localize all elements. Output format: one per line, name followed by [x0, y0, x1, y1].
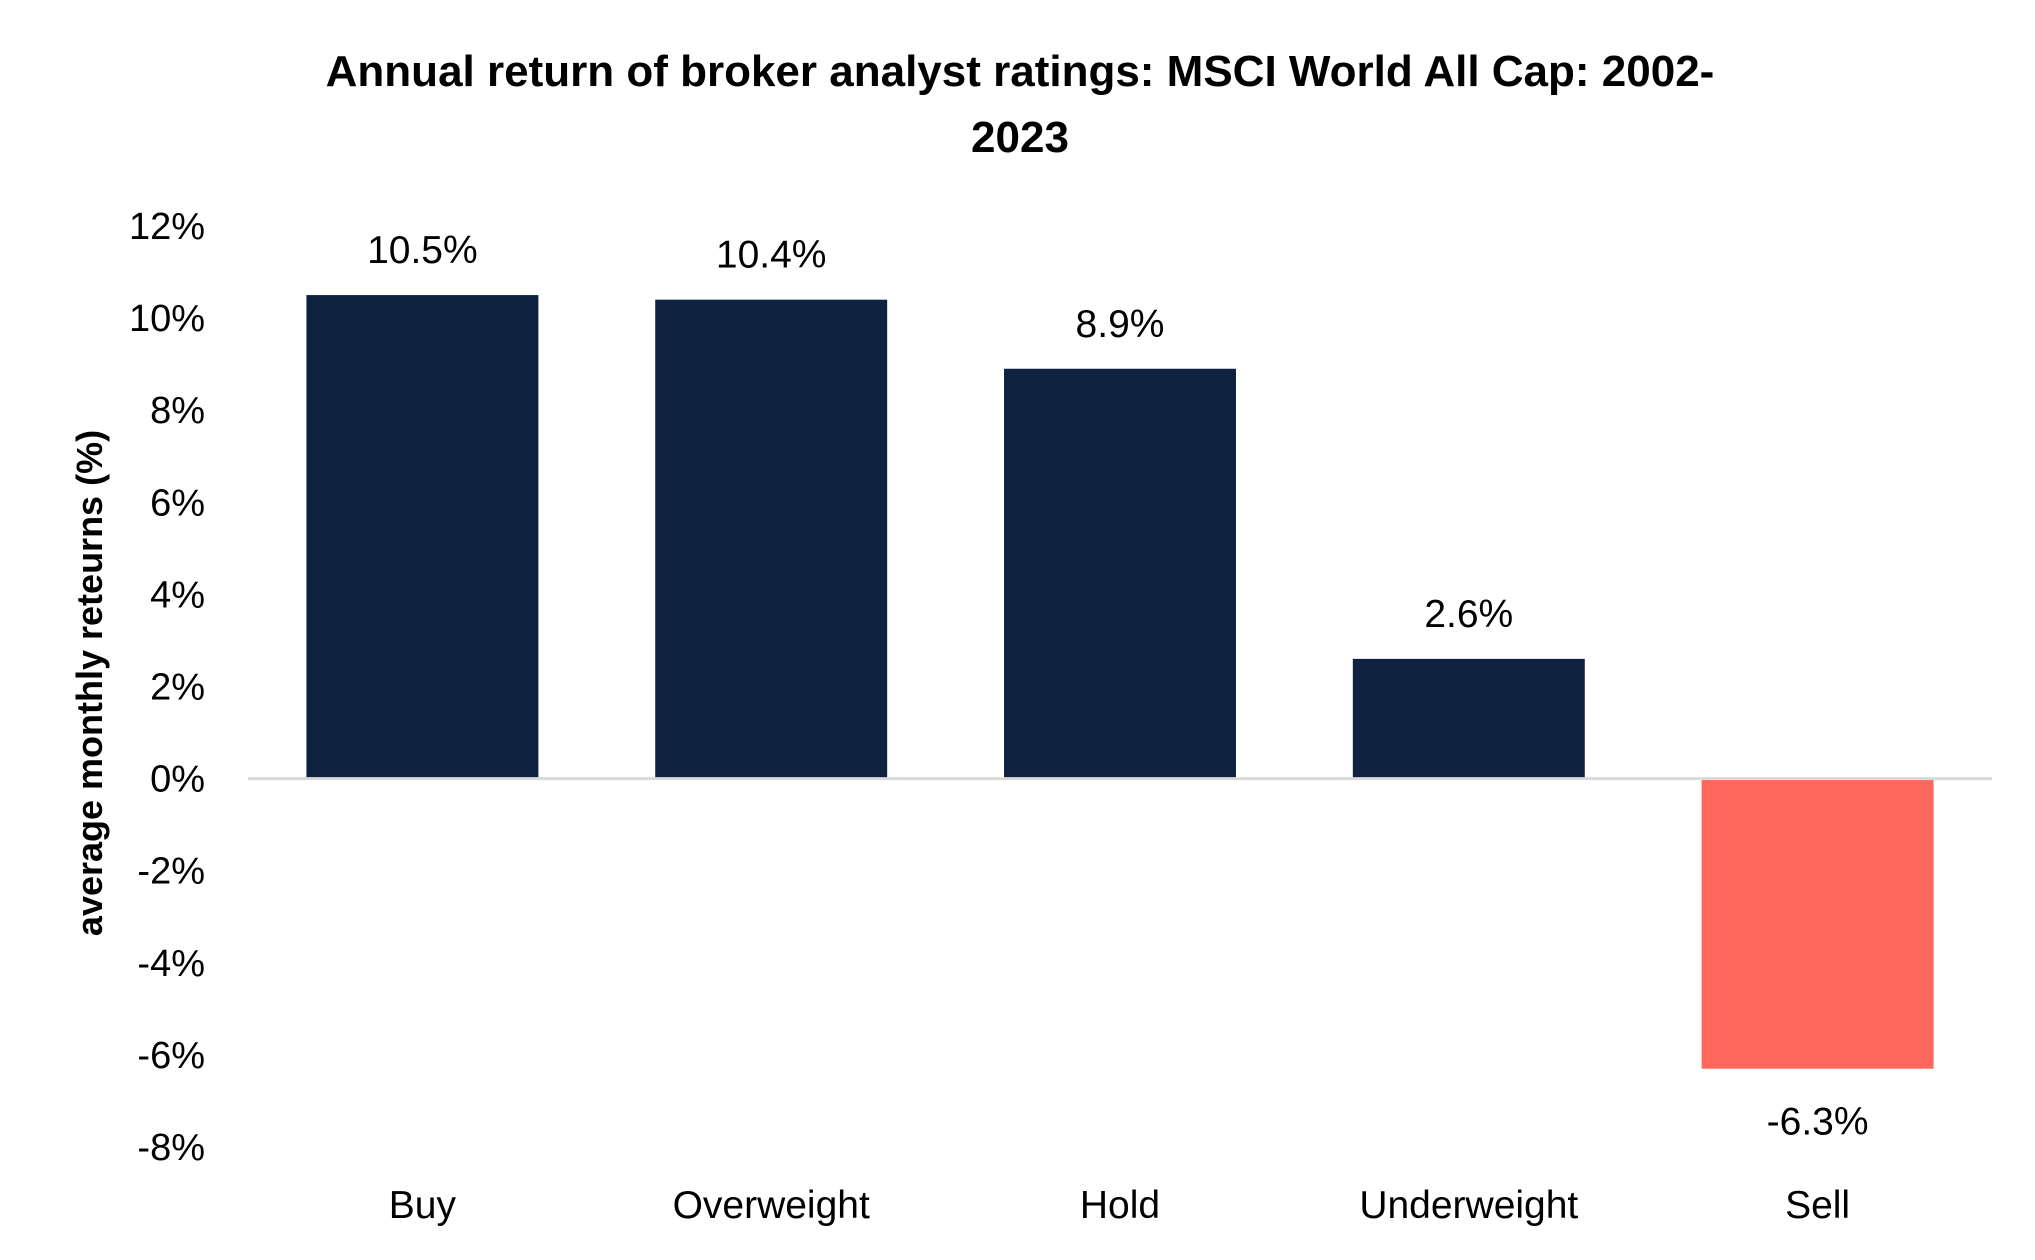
data-labels: 10.5% 10.4% 8.9% 2.6% -6.3% [367, 229, 1868, 1144]
y-tick-label: 8% [150, 390, 205, 432]
category-label-overweight: Overweight [673, 1184, 870, 1227]
chart-title-line-1: Annual return of broker analyst ratings:… [326, 47, 1715, 96]
bar-buy [306, 295, 539, 779]
bars [306, 295, 1934, 1069]
data-label-sell: -6.3% [1767, 1101, 1869, 1144]
x-axis-categories: Buy Overweight Hold Underweight Sell [389, 1184, 1850, 1227]
bar-hold [1004, 368, 1236, 779]
category-label-hold: Hold [1080, 1184, 1160, 1227]
y-tick-label: 2% [150, 667, 205, 709]
y-tick-label: 0% [150, 759, 205, 801]
y-axis-ticks: 12% 10% 8% 6% 4% 2% 0% -2% -4% -6% -8% [129, 206, 205, 1169]
category-label-underweight: Underweight [1359, 1184, 1578, 1227]
y-axis-label: average monthly reteurns (%) [69, 430, 110, 936]
category-label-buy: Buy [389, 1184, 457, 1227]
bar-overweight [655, 299, 888, 779]
data-label-buy: 10.5% [367, 229, 478, 272]
bar-underweight [1352, 658, 1585, 779]
y-tick-label: 4% [150, 574, 205, 616]
data-label-hold: 8.9% [1076, 303, 1165, 346]
y-tick-label: -4% [137, 943, 205, 985]
data-label-overweight: 10.4% [716, 234, 827, 277]
y-tick-label: -2% [137, 851, 205, 893]
category-label-sell: Sell [1785, 1184, 1850, 1227]
chart-title-line-2: 2023 [971, 113, 1069, 162]
y-tick-label: 6% [150, 482, 205, 524]
y-tick-label: -6% [137, 1035, 205, 1077]
y-tick-label: 12% [129, 206, 205, 248]
chart-title: Annual return of broker analyst ratings:… [326, 47, 1715, 162]
y-tick-label: 10% [129, 298, 205, 340]
bar-sell [1701, 778, 1934, 1069]
y-tick-label: -8% [137, 1127, 205, 1169]
data-label-underweight: 2.6% [1424, 593, 1513, 636]
